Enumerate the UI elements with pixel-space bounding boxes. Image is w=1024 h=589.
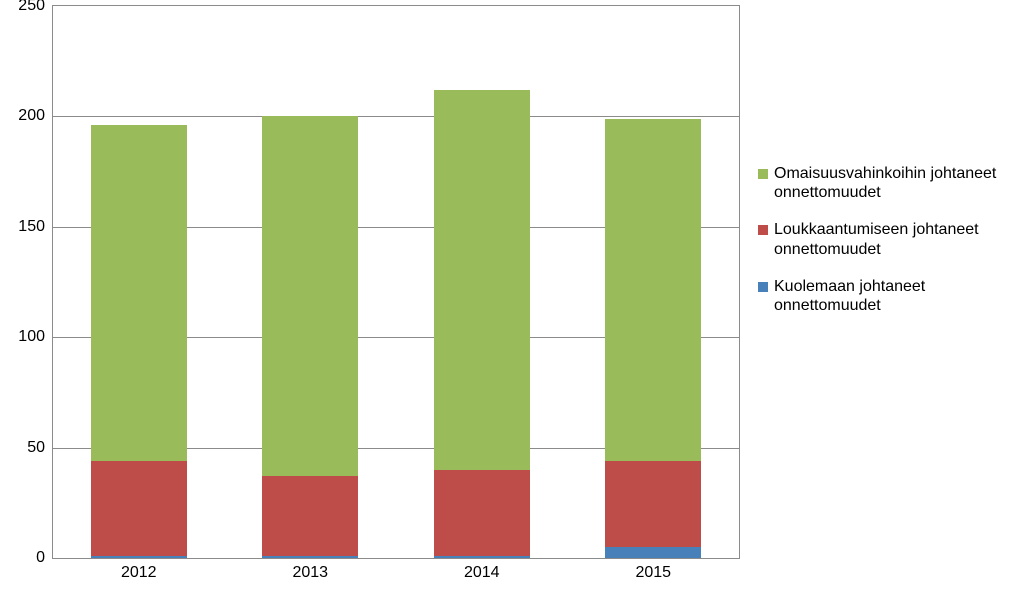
bar-segment: [262, 116, 358, 476]
chart-legend: Omaisuusvahinkoihin johtaneet onnettomuu…: [758, 164, 996, 333]
bar-segment: [91, 461, 187, 556]
x-axis-tick-label: 2013: [292, 558, 328, 582]
legend-label: Kuolemaan johtaneet onnettomuudet: [774, 277, 925, 315]
x-axis-tick-label: 2014: [464, 558, 500, 582]
chart-page: 0501001502002502012201320142015 Omaisuus…: [0, 0, 1024, 589]
legend-label: Omaisuusvahinkoihin johtaneet onnettomuu…: [774, 164, 996, 202]
bar-segment: [605, 119, 701, 461]
legend-entry: Loukkaantumiseen johtaneet onnettomuudet: [758, 220, 996, 258]
gridline: [53, 116, 739, 117]
bar-segment: [605, 461, 701, 547]
y-axis-tick-label: 50: [27, 439, 53, 457]
legend-swatch: [758, 225, 768, 235]
y-axis-tick-label: 200: [18, 107, 53, 125]
x-axis-tick-label: 2015: [635, 558, 671, 582]
legend-entry: Kuolemaan johtaneet onnettomuudet: [758, 277, 996, 315]
bar-segment: [262, 476, 358, 555]
x-axis-tick-label: 2012: [121, 558, 157, 582]
y-axis-tick-label: 150: [18, 218, 53, 236]
bar-segment: [91, 125, 187, 461]
bar-segment: [434, 470, 530, 556]
chart-plot-area: 0501001502002502012201320142015: [52, 5, 740, 559]
bar-segment: [605, 547, 701, 558]
y-axis-tick-label: 0: [36, 549, 53, 567]
y-axis-tick-label: 100: [18, 328, 53, 346]
bar-segment: [434, 90, 530, 470]
y-axis-tick-label: 250: [18, 0, 53, 15]
legend-label: Loukkaantumiseen johtaneet onnettomuudet: [774, 220, 979, 258]
legend-entry: Omaisuusvahinkoihin johtaneet onnettomuu…: [758, 164, 996, 202]
legend-swatch: [758, 282, 768, 292]
legend-swatch: [758, 169, 768, 179]
